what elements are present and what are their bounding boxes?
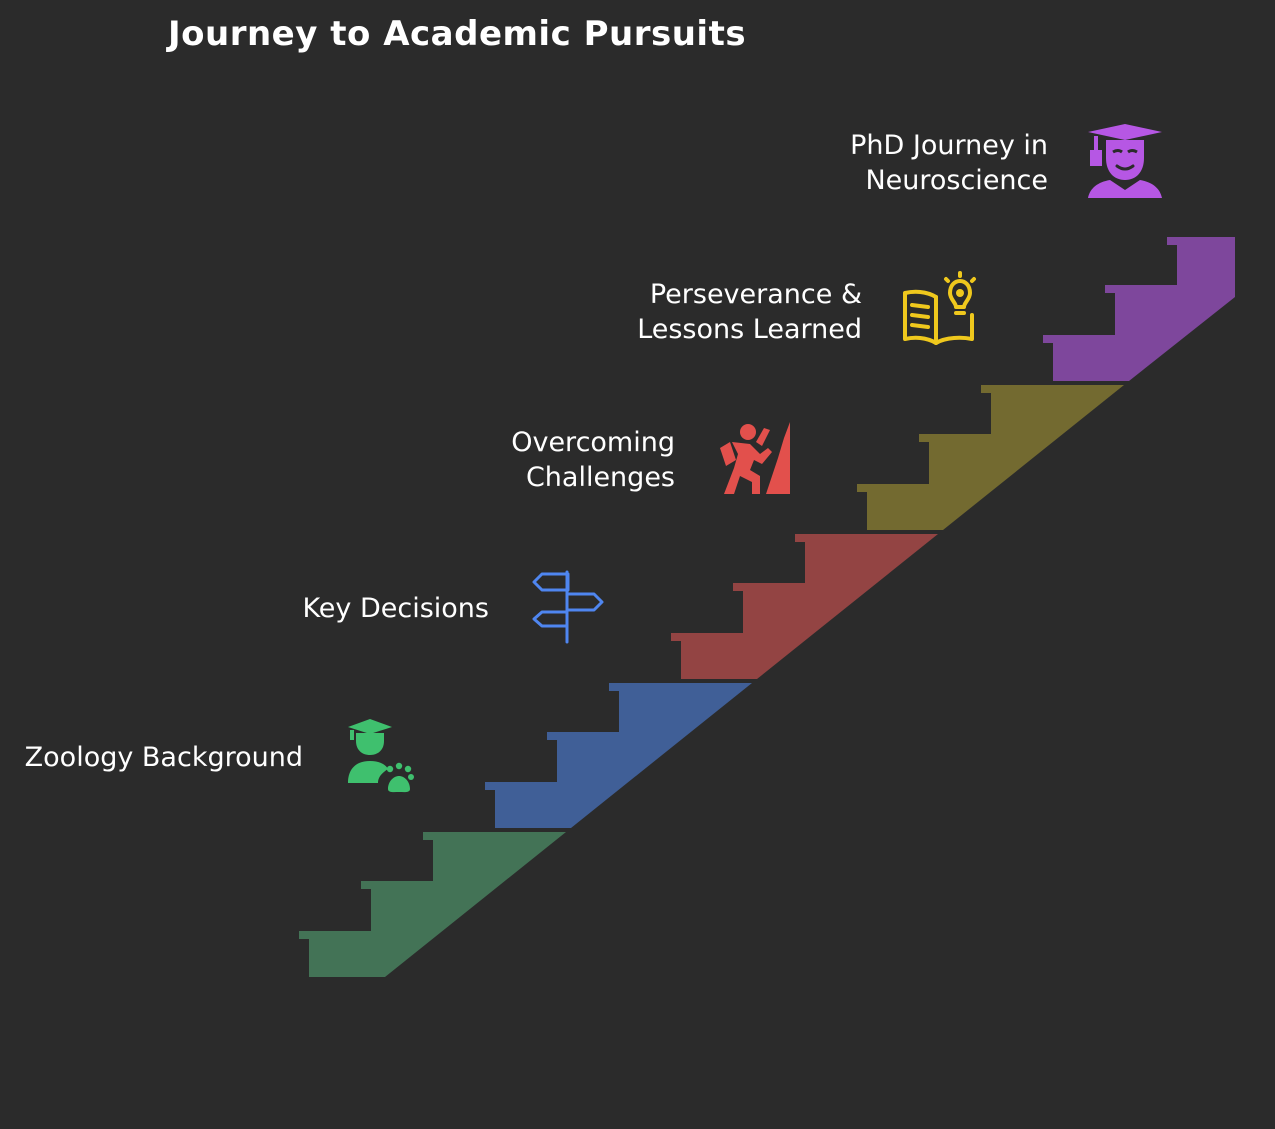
stair-segment-key-decisions — [485, 683, 752, 828]
signpost-icon — [532, 570, 604, 644]
step-label-line: Challenges — [525, 462, 675, 493]
diagram-title: Journey to Academic Pursuits — [168, 14, 747, 54]
step-label-line: Overcoming — [511, 427, 675, 458]
step-label-phd-journey: PhD Journey in Neuroscience — [850, 128, 1048, 198]
step-label-overcoming-challenges: Overcoming Challenges — [511, 425, 675, 495]
stair-segment-phd-journey — [1043, 237, 1235, 381]
climbing-person-icon — [720, 422, 790, 494]
step-label-line: Key Decisions — [302, 593, 489, 624]
graduate-icon — [1088, 124, 1162, 198]
stair-segment-overcoming-challenges — [671, 534, 938, 679]
step-label-key-decisions: Key Decisions — [302, 591, 489, 626]
book-lightbulb-icon — [903, 271, 976, 345]
step-label-line: Neuroscience — [865, 165, 1048, 196]
step-label-line: PhD Journey in — [850, 130, 1048, 161]
step-label-zoology-background: Zoology Background — [25, 740, 303, 775]
step-label-line: Zoology Background — [24, 742, 303, 773]
step-label-line: Perseverance & — [649, 279, 862, 310]
step-label-perseverance-lessons: Perseverance & Lessons Learned — [637, 277, 862, 347]
stair-segment-perseverance-lessons — [857, 385, 1124, 530]
step-label-line: Lessons Learned — [637, 314, 862, 345]
stair-segment-zoology-background — [299, 832, 566, 977]
student-with-paw-icon — [348, 719, 414, 793]
